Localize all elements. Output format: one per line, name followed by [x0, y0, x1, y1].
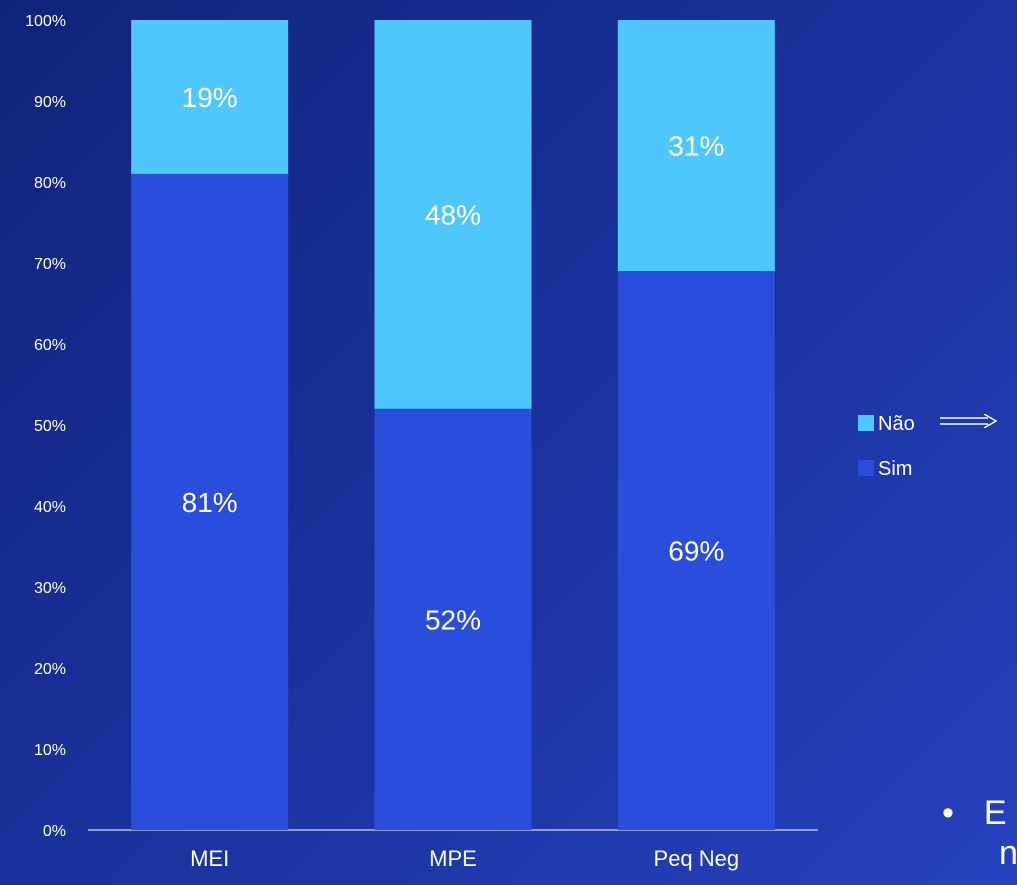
legend-label-sim: Sim — [878, 458, 913, 480]
y-tick-label: 70% — [34, 256, 66, 273]
y-tick-label: 90% — [34, 94, 66, 111]
legend-item-sim: Sim — [858, 457, 915, 481]
bar-segment-sim — [374, 408, 532, 830]
double-arrow-right-icon — [940, 414, 998, 428]
data-label: 19% — [182, 82, 238, 113]
y-tick-label: 80% — [34, 175, 66, 192]
y-tick-label: 100% — [25, 13, 66, 30]
bullet-text-line-1: E — [983, 794, 1007, 832]
legend-swatch-sim — [858, 460, 874, 477]
legend-item-nao: Não — [858, 412, 998, 436]
y-tick-label: 20% — [34, 661, 66, 678]
y-tick-label: 40% — [34, 499, 66, 516]
y-tick-label: 50% — [34, 418, 66, 435]
y-tick-label: 0% — [43, 823, 66, 840]
y-tick-label: 60% — [34, 337, 66, 354]
x-tick-label: Peq Neg — [654, 846, 740, 871]
legend-swatch-nao — [858, 415, 874, 432]
data-label: 31% — [668, 131, 724, 162]
bar-segment-nao — [374, 20, 532, 409]
bullet-text-line-2: n — [999, 834, 1017, 872]
data-label: 52% — [425, 604, 481, 635]
legend-label-nao: Não — [878, 413, 915, 435]
chart-legend: Não Sim — [858, 412, 998, 502]
y-tick-label: 10% — [34, 742, 66, 759]
data-label: 48% — [425, 199, 481, 230]
data-label: 81% — [182, 487, 238, 518]
y-tick-label: 30% — [34, 580, 66, 597]
bar-segment-sim — [131, 173, 289, 830]
bar-segment-nao — [617, 20, 775, 272]
bullet-text-fragment: • E n — [942, 793, 1017, 873]
x-tick-label: MPE — [429, 846, 477, 871]
data-label: 69% — [668, 536, 724, 567]
bar-segment-nao — [131, 20, 289, 174]
x-tick-label: MEI — [190, 846, 229, 871]
bullet-point: • — [942, 794, 954, 832]
bar-segment-sim — [617, 271, 775, 831]
